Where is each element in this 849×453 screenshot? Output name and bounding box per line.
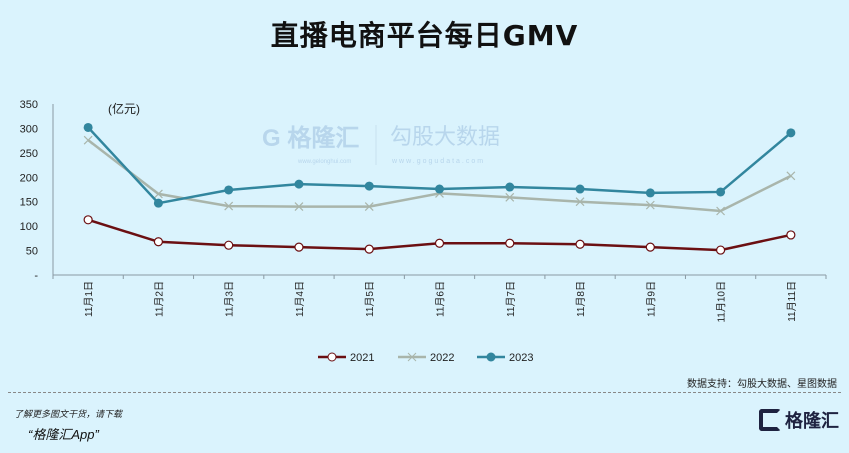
x-tick-label: 11月10日 xyxy=(716,281,728,323)
x-tick-label: 11月3日 xyxy=(224,281,236,317)
legend-marker-2022 xyxy=(407,352,417,362)
point-2023 xyxy=(364,181,374,191)
point-2023 xyxy=(83,122,93,132)
point-2021 xyxy=(294,242,304,252)
x-tick-label: 11月4日 xyxy=(294,281,306,317)
gelonghui-logo: 格隆汇 xyxy=(759,407,839,433)
watermark-partner: 勾股大数据 xyxy=(390,124,500,149)
point-2021 xyxy=(153,237,164,247)
point-2023 xyxy=(645,188,655,198)
point-2023 xyxy=(505,182,515,192)
point-2022 xyxy=(224,201,234,211)
legend-marker-2021 xyxy=(327,352,337,362)
point-2022 xyxy=(716,206,726,216)
logo-text: 格隆汇 xyxy=(785,411,839,431)
point-2022 xyxy=(786,171,796,181)
point-2021 xyxy=(505,238,515,248)
x-tick-label: 11月8日 xyxy=(575,281,587,317)
chart-title: 直播电商平台每日GMV xyxy=(270,19,579,52)
point-2021 xyxy=(83,215,93,225)
y-tick-label: 350 xyxy=(20,99,38,111)
promo-app-name: “格隆汇App” xyxy=(28,427,99,442)
data-source: 数据支持：勾股大数据、星图数据 xyxy=(687,379,837,390)
y-tick-label: 100 xyxy=(20,221,38,233)
point-2023 xyxy=(294,179,304,189)
x-tick-label: 11月7日 xyxy=(505,281,517,317)
legend-label-2022: 2022 xyxy=(430,352,454,364)
point-2023 xyxy=(153,198,163,208)
watermark-partner-url: www.gogudata.com xyxy=(391,158,485,165)
y-tick-label: 300 xyxy=(20,123,38,135)
point-2021 xyxy=(434,238,445,248)
divider xyxy=(8,392,841,393)
promo-text: 了解更多图文干货，请下载 xyxy=(14,409,123,419)
point-2023 xyxy=(435,184,444,194)
line-chart: G 格隆汇 www.gelonghui.com 勾股大数据 www.gogudata.… xyxy=(20,99,827,364)
y-tick-label: 150 xyxy=(20,197,38,209)
x-tick-label: 11月2日 xyxy=(153,281,165,317)
point-2022 xyxy=(364,202,374,212)
point-2021 xyxy=(364,244,374,254)
point-2023 xyxy=(786,128,796,138)
logo-g-icon xyxy=(759,409,781,431)
unit-label: (亿元) xyxy=(108,101,140,116)
point-2022 xyxy=(83,135,93,145)
point-2023 xyxy=(716,187,726,197)
point-2022 xyxy=(575,197,585,207)
legend-label-2023: 2023 xyxy=(509,352,533,364)
y-tick-label: 50 xyxy=(26,246,38,258)
y-tick-label: - xyxy=(34,270,38,282)
point-2021 xyxy=(645,242,655,252)
point-2021 xyxy=(224,240,234,250)
y-tick-label: 200 xyxy=(20,172,38,184)
x-tick-label: 11月1日 xyxy=(83,281,95,317)
legend-marker-2023 xyxy=(486,352,496,362)
point-2023 xyxy=(575,184,585,194)
point-2021 xyxy=(715,245,726,255)
point-2022 xyxy=(645,200,655,210)
point-2021 xyxy=(575,239,585,249)
watermark-brand: G 格隆汇 xyxy=(262,124,359,152)
point-2022 xyxy=(505,192,515,202)
point-2022 xyxy=(294,202,304,212)
x-tick-label: 11月5日 xyxy=(364,281,376,317)
series-line-2022 xyxy=(87,139,792,213)
x-tick-label: 11月6日 xyxy=(435,281,447,317)
point-2023 xyxy=(224,185,234,195)
y-tick-label: 250 xyxy=(20,148,38,160)
watermark-brand-url: www.gelonghui.com xyxy=(297,159,351,165)
point-2021 xyxy=(786,230,796,240)
point-2022 xyxy=(153,189,163,199)
x-tick-label: 11月11日 xyxy=(786,281,798,322)
x-tick-label: 11月9日 xyxy=(645,281,657,317)
legend-label-2021: 2021 xyxy=(350,352,374,364)
